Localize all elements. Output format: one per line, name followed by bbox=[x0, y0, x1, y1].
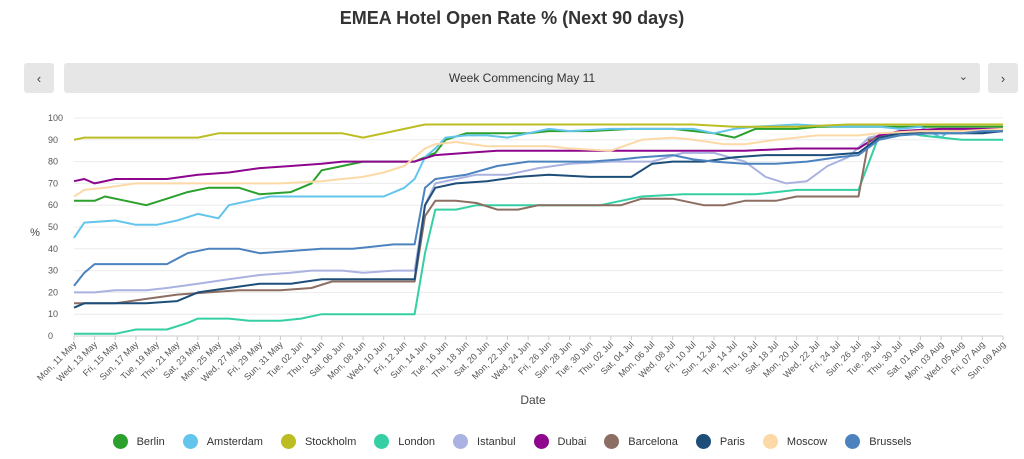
legend-item-stockholm[interactable]: Stockholm bbox=[280, 434, 357, 449]
week-select-dropdown[interactable]: Week Commencing May 11 ⌄ bbox=[64, 63, 980, 93]
legend-label: Paris bbox=[719, 435, 745, 448]
series-line-stockholm[interactable] bbox=[73, 123, 1003, 141]
legend-item-dubai[interactable]: Dubai bbox=[533, 434, 587, 449]
y-tick-label: 100 bbox=[48, 113, 63, 123]
legend-label: Moscow bbox=[786, 435, 828, 448]
legend-swatch bbox=[280, 434, 296, 449]
legend-swatch bbox=[112, 434, 128, 449]
legend-swatch bbox=[533, 434, 549, 449]
y-tick-label: 60 bbox=[48, 200, 58, 210]
legend-swatch bbox=[604, 434, 620, 449]
previous-week-button[interactable]: ‹ bbox=[24, 63, 54, 93]
chevron-left-icon: ‹ bbox=[36, 70, 42, 86]
legend-item-istanbul[interactable]: Istanbul bbox=[453, 434, 516, 449]
legend-item-brussels[interactable]: Brussels bbox=[845, 434, 911, 449]
legend-item-amsterdam[interactable]: Amsterdam bbox=[182, 434, 263, 449]
x-axis-label: Date bbox=[520, 393, 546, 407]
y-axis-ticks: 0 10 20 30 40 50 60 70 80 90 100 bbox=[48, 113, 63, 341]
y-tick-label: 40 bbox=[48, 244, 58, 254]
legend-item-berlin[interactable]: Berlin bbox=[112, 434, 165, 449]
legend-swatch bbox=[845, 434, 861, 449]
y-tick-label: 20 bbox=[48, 287, 58, 297]
series-lines bbox=[73, 123, 1004, 335]
legend-label: Stockholm bbox=[304, 435, 357, 448]
legend-swatch bbox=[762, 434, 778, 449]
legend-label: Amsterdam bbox=[206, 435, 263, 448]
series-line-dubai[interactable] bbox=[73, 127, 1003, 185]
series-line-paris[interactable] bbox=[73, 130, 1004, 309]
legend-item-moscow[interactable]: Moscow bbox=[762, 434, 828, 449]
next-week-button[interactable]: › bbox=[988, 63, 1018, 93]
series-line-london[interactable] bbox=[74, 130, 1003, 335]
y-tick-label: 70 bbox=[48, 178, 58, 188]
series-line-istanbul[interactable] bbox=[74, 127, 1003, 294]
y-tick-label: 90 bbox=[48, 135, 58, 145]
chevron-down-icon: ⌄ bbox=[958, 71, 968, 83]
chevron-right-icon: › bbox=[1000, 70, 1006, 86]
y-tick-label: 30 bbox=[48, 266, 58, 276]
legend-swatch bbox=[453, 434, 469, 449]
y-tick-label: 50 bbox=[48, 222, 58, 232]
legend-item-london[interactable]: London bbox=[374, 434, 435, 449]
legend-label: Barcelona bbox=[628, 435, 678, 448]
chart-legend: Berlin Amsterdam Stockholm London Istanbul Du… bbox=[0, 434, 1024, 449]
chart-title: EMEA Hotel Open Rate % (Next 90 days) bbox=[339, 8, 685, 28]
legend-swatch bbox=[182, 434, 198, 449]
y-tick-label: 0 bbox=[48, 331, 53, 341]
series-line-barcelona[interactable] bbox=[74, 130, 1003, 305]
legend-swatch bbox=[695, 434, 711, 449]
legend-label: Brussels bbox=[869, 435, 912, 448]
legend-item-paris[interactable]: Paris bbox=[695, 434, 745, 449]
series-line-moscow[interactable] bbox=[73, 127, 1004, 198]
legend-label: London bbox=[398, 435, 436, 448]
y-tick-label: 80 bbox=[48, 157, 58, 167]
legend-label: Dubai bbox=[557, 435, 587, 448]
legend-label: Berlin bbox=[136, 435, 165, 448]
legend-swatch bbox=[374, 434, 390, 449]
series-line-brussels[interactable] bbox=[73, 130, 1003, 287]
legend-item-barcelona[interactable]: Barcelona bbox=[604, 434, 678, 449]
series-line-amsterdam[interactable] bbox=[73, 123, 1004, 239]
week-select-label: Week Commencing May 11 bbox=[448, 71, 596, 85]
y-tick-label: 10 bbox=[48, 309, 58, 319]
legend-label: Istanbul bbox=[477, 435, 516, 448]
y-axis-label: % bbox=[30, 227, 40, 239]
